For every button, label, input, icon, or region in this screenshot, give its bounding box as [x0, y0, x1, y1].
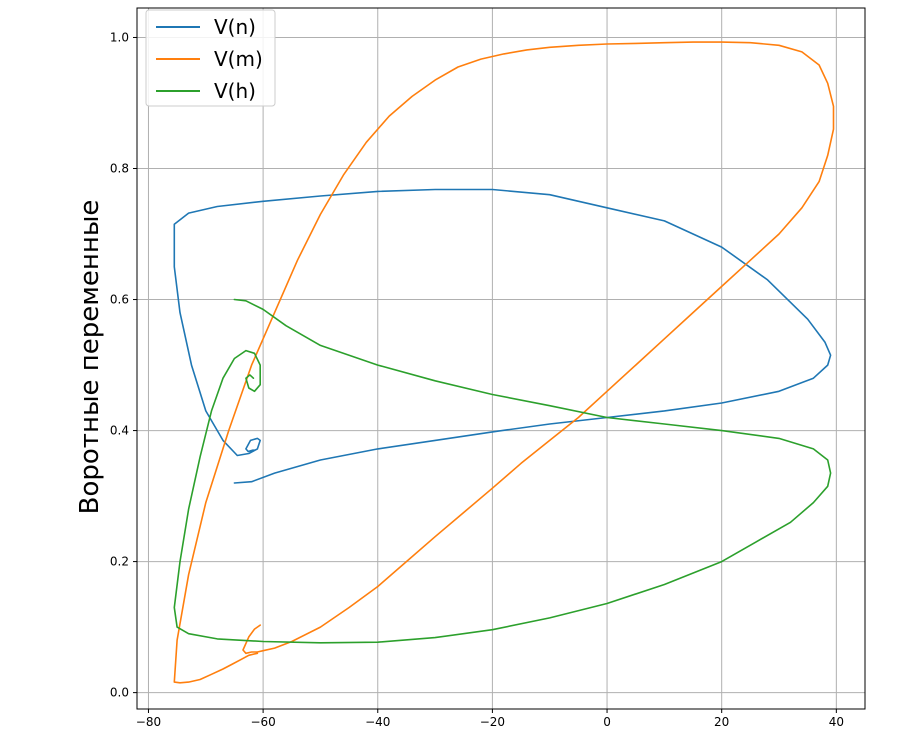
x-tick-label: −60: [250, 715, 275, 729]
series-line-1: [173, 41, 835, 684]
series-line-0: [173, 188, 832, 484]
series-line-2: [173, 298, 832, 644]
y-tick-label: 0.6: [110, 293, 129, 307]
legend-label-0: V(n): [214, 15, 256, 39]
y-tick-label: 1.0: [110, 30, 129, 44]
legend: V(n) V(m) V(h): [145, 9, 276, 107]
x-tick-label: 40: [829, 715, 844, 729]
x-tick-label: −20: [480, 715, 505, 729]
x-tick-label: −80: [136, 715, 161, 729]
y-tick-label: 0.2: [110, 555, 129, 569]
ticks: −80 −60 −40 −20 0 20 40 0.0 0.2 0.4 0.6 0.8 1.0: [110, 30, 844, 729]
y-tick-label: 0.8: [110, 162, 129, 176]
y-axis-label: Воротные переменные: [75, 200, 105, 515]
grid: [137, 8, 865, 709]
series-layer: [173, 41, 835, 684]
y-tick-label: 0.4: [110, 424, 129, 438]
legend-label-2: V(h): [214, 79, 256, 103]
x-tick-label: 20: [714, 715, 729, 729]
y-tick-label: 0.0: [110, 686, 129, 700]
x-tick-label: 0: [603, 715, 611, 729]
plot-background: [137, 8, 865, 709]
legend-label-1: V(m): [214, 47, 263, 71]
x-tick-label: −40: [365, 715, 390, 729]
legend-box: [145, 9, 276, 107]
plot-frame: [136, 7, 866, 710]
